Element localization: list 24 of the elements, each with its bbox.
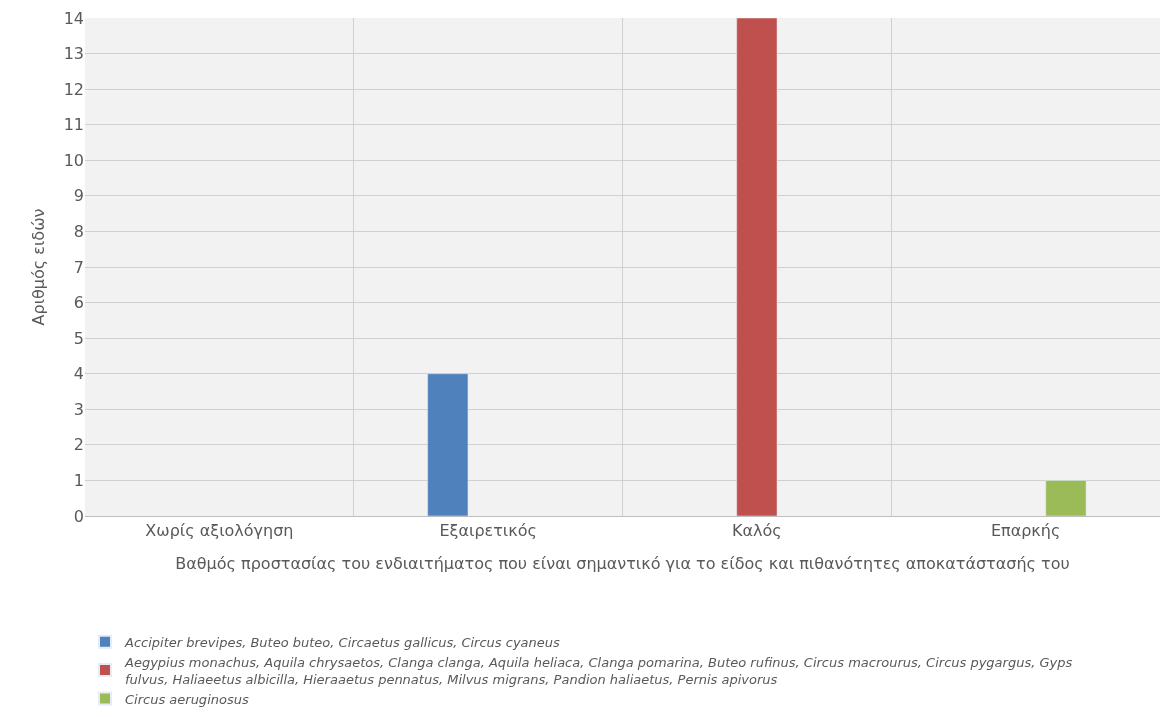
y-tick-label: 7 bbox=[73, 257, 84, 277]
y-tick-label: 2 bbox=[73, 435, 84, 455]
y-tick-label: 3 bbox=[73, 399, 84, 419]
y-tick-label: 8 bbox=[73, 222, 84, 242]
y-tick-label: 0 bbox=[73, 506, 84, 526]
x-tick-label: Χωρίς αξιολόγηση bbox=[145, 521, 294, 541]
y-tick-label: 14 bbox=[63, 8, 84, 28]
y-tick-label: 6 bbox=[73, 293, 84, 313]
x-axis-title: Βαθμός προστασίας του ενδιαιτήματος που είναι σημαντικό για το είδος και πιθανότητες αποκατάστασής του bbox=[175, 553, 1070, 573]
y-tick-label: 9 bbox=[73, 186, 84, 206]
y-axis-title: Αριθμός ειδών bbox=[28, 208, 48, 326]
y-tick-label: 13 bbox=[63, 44, 84, 64]
legend-label: Aegypius monachus, Aquila chrysaetos, Clanga clanga, Aquila heliaca, Clanga pomarina, Buteo rufinus, Circus macrourus, Circus pygargus, Gyps fulvus, Haliaeetus albicilla, Hieraaetus pennatus, Milvus migrans, Pandion haliaetus, Pernis apivorus bbox=[124, 654, 1073, 687]
y-tick-label: 11 bbox=[63, 115, 84, 135]
y-tick-label: 5 bbox=[73, 328, 84, 348]
x-tick-label: Επαρκής bbox=[990, 521, 1061, 541]
legend-label: Circus aeruginosus bbox=[125, 691, 249, 707]
y-tick-label: 4 bbox=[73, 364, 84, 384]
legend-label: Accipiter brevipes, Buteo buteo, Circaetus gallicus, Circus cyaneus bbox=[124, 634, 561, 650]
x-tick-label: Εξαιρετικός bbox=[439, 521, 537, 541]
y-tick-label: 12 bbox=[63, 79, 84, 99]
y-tick-label: 1 bbox=[73, 471, 84, 491]
y-tick-label: 10 bbox=[63, 150, 84, 170]
x-tick-label: Καλός bbox=[732, 521, 782, 541]
